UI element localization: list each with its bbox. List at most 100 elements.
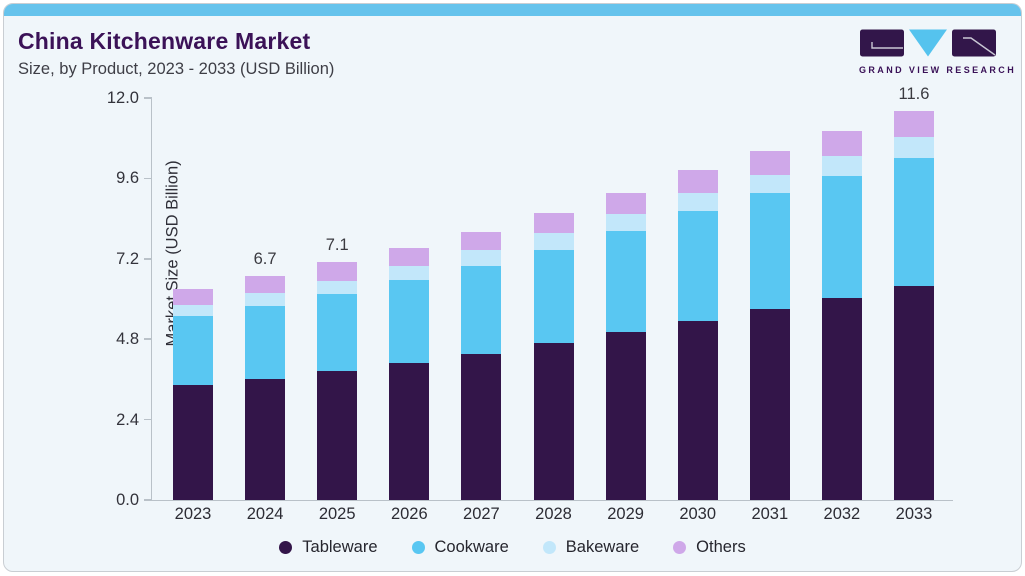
- bar-segment-cookware: [245, 305, 286, 379]
- y-axis-tick-label: 9.6: [116, 169, 139, 188]
- bar-segment-bakeware: [245, 293, 286, 306]
- x-axis-label-2027: 2027: [463, 505, 500, 523]
- page-subtitle: Size, by Product, 2023 - 2033 (USD Billi…: [18, 60, 335, 78]
- legend-item-bakeware: Bakeware: [542, 538, 640, 557]
- bar-segment-others: [173, 288, 213, 305]
- y-axis-tick: [144, 177, 152, 180]
- x-axis-label-2031: 2031: [751, 505, 789, 523]
- bar-segment-cookware: [461, 265, 502, 354]
- bar-2032: [821, 130, 862, 500]
- y-axis-tick-label: 0.0: [116, 491, 139, 509]
- bar-segment-others: [533, 213, 574, 233]
- bar-segment-tableware: [894, 286, 934, 500]
- grand-view-research-logo: GRAND VIEW RESEARCH: [859, 29, 1017, 75]
- bar-2030: [677, 169, 718, 500]
- bar-segment-bakeware: [389, 266, 430, 280]
- bar-segment-bakeware: [821, 155, 862, 177]
- bar-segment-others: [245, 275, 286, 294]
- bar-segment-tableware: [677, 320, 718, 500]
- legend-item-tableware: Tableware: [279, 538, 378, 557]
- accent-strip: [4, 4, 1021, 16]
- bar-2033: [894, 110, 934, 500]
- bar-segment-cookware: [389, 279, 430, 364]
- y-axis-tick: [144, 338, 152, 340]
- x-axis-label-2030: 2030: [679, 505, 717, 523]
- x-axis-label-2028: 2028: [535, 505, 572, 523]
- bar-segment-tableware: [821, 298, 862, 500]
- bar-segment-bakeware: [461, 249, 502, 266]
- bar-2026: [389, 248, 430, 500]
- bar-segment-others: [749, 150, 790, 175]
- bar-segment-tableware: [533, 342, 574, 500]
- bar-segment-others: [821, 130, 862, 156]
- x-axis-label-2024: 2024: [246, 505, 284, 523]
- y-axis-tick-label: 12.0: [106, 89, 139, 107]
- bar-value-label-2024: 6.7: [253, 249, 277, 268]
- bar-segment-bakeware: [317, 280, 358, 294]
- bar-segment-bakeware: [677, 192, 718, 211]
- bar-segment-tableware: [605, 331, 646, 500]
- chart-card: China Kitchenware Market Size, by Produc…: [3, 3, 1022, 572]
- legend-dot-icon: [542, 541, 556, 554]
- legend-label: Cookware: [434, 538, 509, 556]
- y-axis-tick: [144, 499, 152, 501]
- bar-segment-others: [389, 248, 430, 267]
- bar-segment-tableware: [461, 353, 502, 500]
- y-axis-tick: [144, 258, 152, 260]
- bar-segment-cookware: [533, 249, 574, 343]
- x-axis-label-2025: 2025: [318, 505, 356, 523]
- bar-segment-bakeware: [894, 136, 934, 158]
- y-axis-tick-label: 2.4: [116, 410, 139, 429]
- bar-segment-bakeware: [605, 213, 646, 232]
- legend-label: Bakeware: [565, 538, 640, 556]
- bar-segment-others: [894, 110, 934, 137]
- x-axis-label-2032: 2032: [823, 505, 861, 523]
- legend-dot-icon: [673, 541, 687, 554]
- bar-segment-others: [317, 262, 358, 281]
- legend-item-cookware: Cookware: [411, 538, 509, 557]
- bar-2025: [317, 262, 358, 500]
- chart-header: China Kitchenware Market Size, by Produc…: [18, 28, 334, 79]
- gvr-logo-icon: [860, 29, 996, 57]
- bar-2028: [533, 213, 574, 500]
- logo-wordmark: GRAND VIEW RESEARCH: [859, 65, 1017, 75]
- x-axis-label-2033: 2033: [895, 505, 933, 523]
- y-axis-tick: [144, 97, 152, 99]
- bar-segment-tableware: [317, 371, 358, 500]
- legend-dot-icon: [411, 541, 425, 554]
- bar-segment-cookware: [749, 193, 790, 310]
- legend-item-others: Others: [673, 538, 746, 557]
- bar-segment-cookware: [894, 157, 934, 287]
- y-axis-tick-label: 7.2: [116, 249, 139, 268]
- x-axis-label-2026: 2026: [390, 505, 428, 523]
- plot-area: Market Size (USD Billion) 0.0 2.4 4.8 7.2 9.…: [107, 85, 953, 523]
- bar-segment-cookware: [317, 294, 358, 372]
- bar-segment-cookware: [821, 176, 862, 299]
- bar-segment-cookware: [677, 210, 718, 321]
- x-axis-label-2029: 2029: [607, 505, 644, 523]
- chart-legend: Tableware Cookware Bakeware Others: [4, 538, 1021, 557]
- bar-segment-cookware: [173, 316, 213, 385]
- legend-label: Tableware: [302, 538, 378, 556]
- bar-2024: [245, 275, 286, 500]
- y-axis-tick-label: 4.8: [116, 330, 139, 349]
- bar-segment-others: [605, 192, 646, 214]
- bar-value-label-2033: 11.6: [898, 84, 930, 103]
- bar-2027: [461, 232, 502, 500]
- bar-segment-bakeware: [749, 174, 790, 194]
- bar-segment-cookware: [605, 231, 646, 332]
- bar-2029: [605, 192, 646, 500]
- bar-value-label-2025: 7.1: [325, 236, 349, 255]
- bar-segment-tableware: [389, 363, 430, 500]
- bar-segment-tableware: [749, 309, 790, 500]
- legend-dot-icon: [279, 541, 293, 554]
- bar-2023: [173, 288, 213, 500]
- page-title: China Kitchenware Market: [18, 28, 311, 54]
- bar-segment-others: [461, 232, 502, 250]
- bar-segment-others: [677, 169, 718, 193]
- bar-segment-tableware: [245, 378, 286, 500]
- bar-segment-tableware: [173, 384, 213, 500]
- y-axis-tick: [144, 418, 152, 421]
- bar-segment-bakeware: [533, 232, 574, 250]
- x-axis-label-2023: 2023: [174, 505, 212, 523]
